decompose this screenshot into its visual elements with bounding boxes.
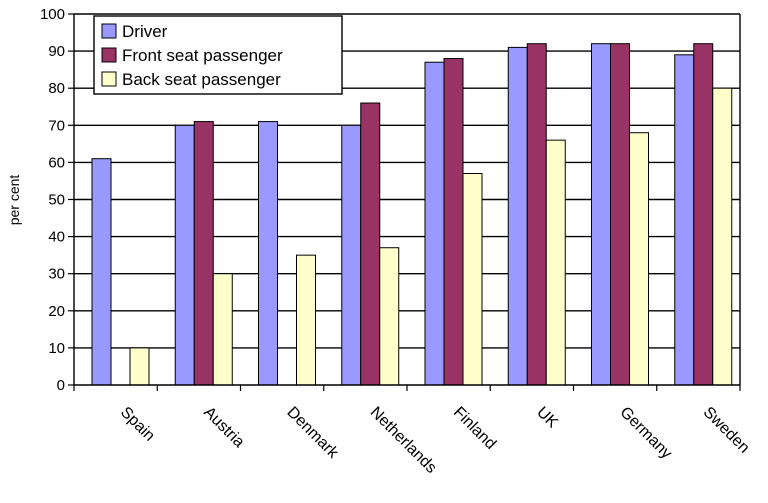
bar-driver bbox=[674, 54, 695, 386]
legend-entry-label: Front seat passenger bbox=[122, 46, 283, 65]
bar-driver bbox=[507, 46, 528, 386]
legend-entry-label: Back seat passenger bbox=[122, 70, 281, 89]
bar-driver bbox=[424, 61, 445, 386]
y-tick-label: 0 bbox=[57, 377, 65, 394]
bar-back-seat-passenger bbox=[629, 132, 649, 386]
y-tick-label: 60 bbox=[48, 154, 65, 171]
x-category-label: Spain bbox=[117, 404, 158, 445]
bar-back-seat-passenger bbox=[712, 87, 733, 386]
bar-front-seat-passenger bbox=[526, 43, 547, 386]
bar-front-seat-passenger bbox=[610, 43, 630, 386]
bar-driver bbox=[174, 124, 195, 386]
y-tick-label: 70 bbox=[48, 117, 65, 134]
bar-front-seat-passenger bbox=[693, 43, 714, 386]
y-axis-title: per cent bbox=[6, 175, 22, 226]
bar-back-seat-passenger bbox=[212, 273, 233, 386]
bar-back-seat-passenger bbox=[379, 247, 400, 386]
x-category-label: Finland bbox=[450, 404, 499, 453]
bar-driver bbox=[341, 124, 362, 386]
x-category-label: Netherlands bbox=[367, 404, 440, 477]
y-tick-label: 100 bbox=[40, 6, 65, 23]
x-category-label: Denmark bbox=[283, 404, 342, 463]
x-category-label: Sweden bbox=[700, 404, 753, 457]
bar-driver bbox=[258, 121, 278, 386]
y-tick-labels: 0 10 20 30 40 50 60 70 80 90 100 bbox=[40, 6, 65, 394]
bar-driver bbox=[91, 158, 112, 386]
legend: Driver Front seat passenger Back seat pass… bbox=[93, 15, 343, 95]
legend-swatch bbox=[101, 23, 117, 39]
y-tick-label: 30 bbox=[48, 266, 65, 283]
x-category-label: UK bbox=[533, 404, 561, 432]
y-tick-label: 90 bbox=[48, 43, 65, 60]
y-tick-label: 80 bbox=[48, 80, 65, 97]
x-category-labels: Spain Austria Denmark Netherlands Finland UK G… bbox=[117, 404, 753, 477]
bar-back-seat-passenger bbox=[129, 347, 150, 386]
y-tick-label: 20 bbox=[48, 303, 65, 320]
y-tick-label: 40 bbox=[48, 229, 65, 246]
x-category-label: Germany bbox=[616, 404, 675, 463]
legend-box bbox=[93, 15, 343, 95]
bars bbox=[91, 43, 733, 386]
y-tick-label: 10 bbox=[48, 340, 65, 357]
bar-driver bbox=[591, 43, 611, 386]
legend-entry-label: Driver bbox=[122, 22, 168, 41]
x-category-label: Austria bbox=[200, 404, 247, 451]
bar-front-seat-passenger bbox=[193, 121, 214, 386]
bar-back-seat-passenger bbox=[462, 173, 483, 386]
bar-front-seat-passenger bbox=[360, 102, 381, 386]
bar-back-seat-passenger bbox=[545, 139, 566, 386]
legend-swatch bbox=[101, 71, 117, 87]
y-tick-label: 50 bbox=[48, 192, 65, 209]
legend-swatch bbox=[101, 47, 117, 63]
axes bbox=[68, 13, 741, 391]
bar-front-seat-passenger bbox=[443, 58, 464, 386]
bar-back-seat-passenger bbox=[296, 254, 316, 386]
